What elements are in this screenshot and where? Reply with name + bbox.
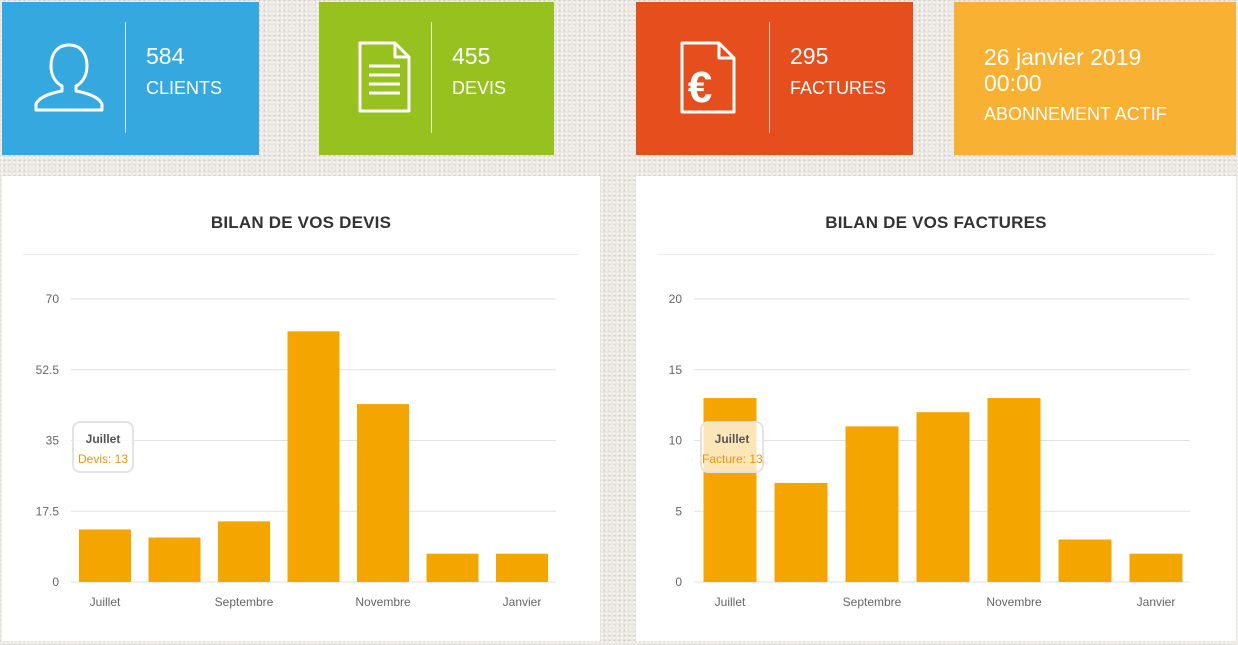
devis-label: DEVIS (452, 78, 507, 98)
x-tick-label: Septembre (843, 595, 902, 609)
devis-chart-title: BILAN DE VOS DEVIS (210, 213, 392, 232)
tile-divider (431, 22, 432, 133)
chart-tooltip: Juillet Devis: 13 (72, 421, 134, 473)
x-tick-label: Juillet (90, 595, 121, 609)
bar[interactable] (916, 412, 970, 582)
chart-tooltip: Juillet Facture: 13 (700, 421, 764, 473)
clients-tile[interactable]: 584 CLIENTS (2, 2, 259, 155)
y-tick-label: 17.5 (36, 504, 60, 518)
panel-divider (657, 254, 1215, 255)
euro-document-icon: € (679, 40, 739, 121)
y-tick-label: 15 (669, 363, 683, 377)
factures-tile[interactable]: € 295 FACTURES (636, 2, 913, 155)
tooltip-title: Juillet (85, 432, 121, 446)
bar[interactable] (1129, 553, 1183, 582)
bar[interactable] (496, 553, 548, 582)
subscription-tile[interactable]: 26 janvier 2019 00:00 ABONNEMENT ACTIF (954, 2, 1236, 155)
y-tick-label: 52.5 (36, 363, 60, 377)
y-tick-label: 0 (52, 575, 59, 589)
devis-chart-panel: BILAN DE VOS DEVIS 0 17.5 35 52.5 70 Juillet S… (2, 176, 600, 641)
tooltip-title: Juillet (714, 432, 750, 446)
x-tick-label: Novembre (986, 595, 1042, 609)
panel-divider (23, 254, 579, 255)
subscription-status: ABONNEMENT ACTIF (984, 104, 1167, 124)
x-tick-label: Novembre (355, 595, 411, 609)
y-tick-label: 70 (46, 292, 60, 306)
svg-text:€: € (688, 63, 712, 112)
bar[interactable] (774, 482, 828, 582)
devis-count: 455 (452, 43, 491, 69)
bar[interactable] (287, 331, 340, 582)
x-tick-label: Juillet (715, 595, 746, 609)
tile-divider (769, 22, 770, 133)
factures-label: FACTURES (790, 78, 887, 98)
x-tick-label: Janvier (1137, 595, 1176, 609)
clients-label: CLIENTS (146, 78, 223, 98)
x-tick-label: Janvier (503, 595, 542, 609)
document-icon (357, 40, 413, 119)
tile-divider (125, 22, 126, 133)
y-tick-label: 10 (669, 434, 683, 448)
factures-bar-chart: 0 5 10 15 20 Juillet Septembre Novembre Janvier (669, 292, 1190, 609)
bar[interactable] (426, 553, 479, 582)
bar[interactable] (987, 398, 1041, 582)
subscription-date: 26 janvier 2019 00:00 (984, 44, 1142, 96)
bar[interactable] (218, 521, 270, 582)
tooltip-value: Devis: 13 (77, 452, 129, 466)
y-tick-label: 20 (669, 292, 683, 306)
devis-tile[interactable]: 455 DEVIS (319, 2, 554, 155)
bar[interactable] (357, 404, 409, 582)
tooltip-value: Facture: 13 (702, 452, 763, 466)
factures-count: 295 (790, 43, 829, 69)
factures-chart-panel: BILAN DE VOS FACTURES 0 5 10 15 20 Juillet Sep… (636, 176, 1236, 641)
bar[interactable] (845, 426, 899, 582)
y-tick-label: 5 (675, 504, 682, 518)
bar[interactable] (148, 537, 201, 582)
x-tick-label: Septembre (215, 595, 274, 609)
bar[interactable] (79, 529, 131, 582)
y-tick-label: 0 (675, 575, 682, 589)
devis-bar-chart: 0 17.5 35 52.5 70 Juillet Septembre Novembre Jan… (36, 292, 556, 609)
clients-count: 584 (146, 43, 185, 69)
y-tick-label: 35 (46, 434, 60, 448)
bar[interactable] (1058, 539, 1112, 582)
user-icon (33, 40, 105, 121)
factures-chart-title: BILAN DE VOS FACTURES (825, 213, 1047, 232)
